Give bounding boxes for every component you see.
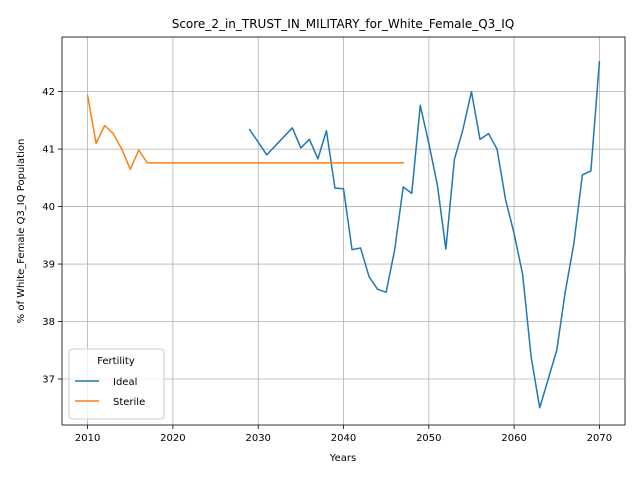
- x-tick-label: 2060: [501, 433, 526, 444]
- x-tick-label: 2040: [331, 433, 356, 444]
- chart-title: Score_2_in_TRUST_IN_MILITARY_for_White_F…: [172, 17, 515, 31]
- legend: Fertility Ideal Sterile: [68, 348, 165, 420]
- y-tick-label: 40: [42, 202, 55, 213]
- x-tick-label: 2020: [160, 433, 185, 444]
- series-layer: [86, 60, 601, 409]
- x-axis-label: Years: [329, 453, 356, 464]
- y-tick-label: 42: [42, 87, 55, 98]
- y-tick-label: 41: [42, 145, 55, 156]
- axis-ticks: 2010 2020 2030 2040 2050 2060 2070 37 38 39 40 41 42: [42, 87, 612, 444]
- x-tick-label: 2050: [416, 433, 441, 444]
- y-axis-label: % of White_Female Q3_IQ Population: [16, 139, 27, 324]
- legend-label-sterile: Sterile: [113, 397, 145, 408]
- y-tick-label: 38: [42, 317, 55, 328]
- legend-title: Fertility: [97, 356, 135, 367]
- y-tick-label: 39: [42, 260, 55, 271]
- x-tick-label: 2030: [245, 433, 270, 444]
- x-tick-label: 2010: [75, 433, 100, 444]
- series-line-sterile: [86, 94, 404, 170]
- legend-label-ideal: Ideal: [113, 377, 137, 388]
- y-tick-label: 37: [42, 375, 55, 386]
- series-line-ideal: [248, 60, 601, 409]
- x-tick-label: 2070: [587, 433, 612, 444]
